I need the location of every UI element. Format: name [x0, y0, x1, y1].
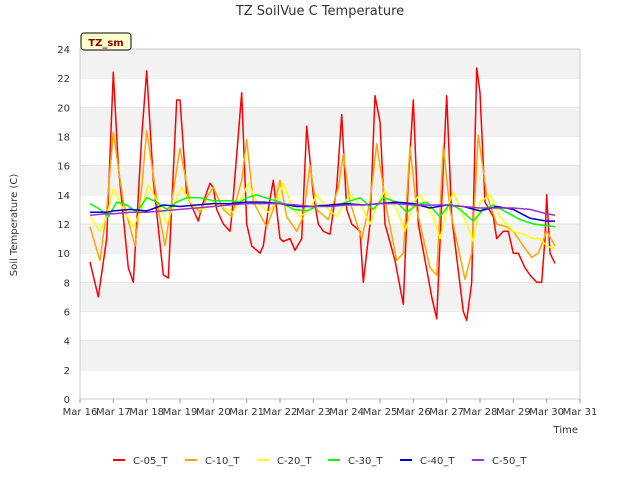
grid-band [80, 165, 580, 195]
legend-label: C-05_T [133, 456, 168, 467]
x-tick-label: Mar 22 [263, 407, 298, 418]
x-axis-title: Time [553, 425, 578, 436]
x-tick-label: Mar 20 [196, 407, 231, 418]
grid-band [80, 224, 580, 254]
series-line-c-10-t [89, 129, 556, 281]
x-tick-label: Mar 16 [63, 407, 98, 418]
x-tick-label: Mar 23 [296, 407, 331, 418]
grid-band [80, 107, 580, 137]
y-tick-label: 6 [64, 308, 70, 319]
legend-label: C-30_T [348, 456, 383, 467]
y-tick-label: 2 [64, 366, 70, 377]
grid-band [80, 282, 580, 312]
x-tick-label: Mar 25 [363, 407, 398, 418]
site-label-box: TZ_sm [80, 32, 132, 51]
series-line-c-20-t [89, 182, 556, 250]
x-tick-label: Mar 26 [396, 407, 431, 418]
legend-label: C-50_T [492, 456, 527, 467]
x-tick-label: Mar 31 [563, 407, 598, 418]
series-line-c-30-t [89, 194, 556, 228]
legend-label: C-10_T [205, 456, 240, 467]
y-tick-label: 20 [57, 103, 70, 114]
x-tick-label: Mar 27 [429, 407, 464, 418]
y-tick-label: 4 [64, 337, 70, 348]
x-tick-label: Mar 29 [496, 407, 531, 418]
plot-area-frame [79, 48, 581, 400]
x-tick-label: Mar 28 [463, 407, 498, 418]
x-tick-label: Mar 30 [529, 407, 564, 418]
y-tick-label: 8 [64, 278, 70, 289]
site-label-background [80, 32, 132, 51]
x-tick-label: Mar 24 [329, 407, 364, 418]
legend: C-05_T C-10_T C-20_T C-30_T C-40_T C-50_T [113, 456, 527, 467]
legend-label: C-40_T [420, 456, 455, 467]
y-tick-label: 10 [57, 249, 70, 260]
y-axis-title: Soil Temperature (C) [9, 174, 20, 277]
y-tick-label: 24 [57, 45, 70, 56]
y-tick-label: 14 [57, 191, 70, 202]
y-tick-label: 22 [57, 74, 70, 85]
x-tick-label: Mar 17 [96, 407, 131, 418]
legend-label: C-20_T [277, 456, 312, 467]
site-label: TZ_sm [88, 38, 123, 49]
chart-title: TZ SoilVue C Temperature [235, 4, 404, 19]
series-line-c-50-t [89, 202, 556, 217]
series-line-c-05-t [89, 67, 556, 322]
y-tick-label: 18 [57, 133, 70, 144]
grid-band [80, 49, 580, 79]
grid-band [80, 340, 580, 370]
y-tick-label: 16 [57, 162, 70, 173]
x-tick-label: Mar 18 [129, 407, 164, 418]
series-lines [89, 67, 556, 322]
x-tick-label: Mar 19 [163, 407, 198, 418]
x-tick-label: Mar 21 [229, 407, 264, 418]
grid-bands [80, 48, 580, 371]
y-tick-label: 0 [64, 395, 70, 406]
y-tick-label: 12 [57, 220, 70, 231]
